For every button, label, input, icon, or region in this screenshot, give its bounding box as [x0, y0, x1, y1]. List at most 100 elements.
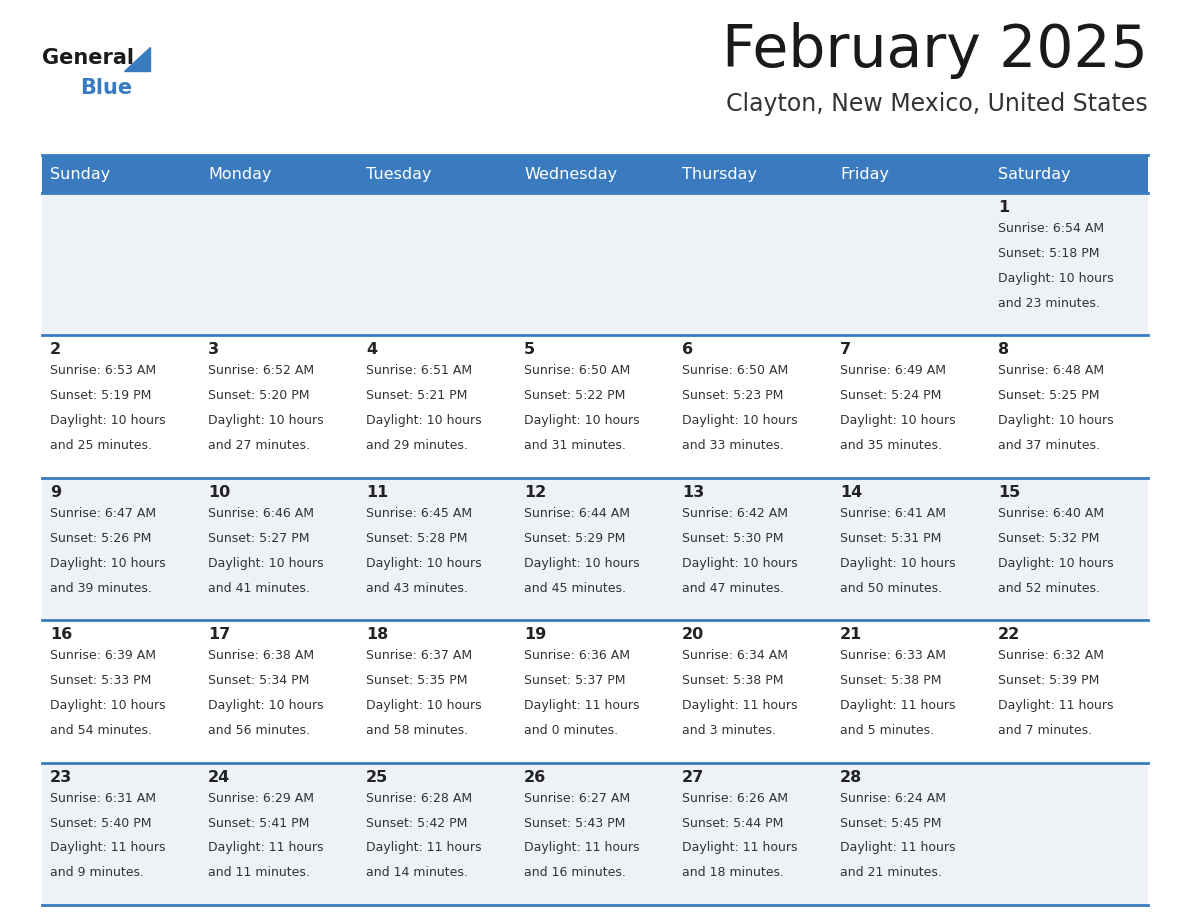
- Bar: [358, 155, 516, 193]
- Text: 6: 6: [682, 342, 693, 357]
- Text: Sunset: 5:43 PM: Sunset: 5:43 PM: [524, 816, 625, 830]
- Text: Sunset: 5:23 PM: Sunset: 5:23 PM: [682, 389, 783, 402]
- Text: and 11 minutes.: and 11 minutes.: [208, 867, 310, 879]
- Text: Sunset: 5:33 PM: Sunset: 5:33 PM: [50, 674, 151, 687]
- Text: 23: 23: [50, 769, 72, 785]
- Text: 11: 11: [366, 485, 388, 499]
- Text: Daylight: 10 hours: Daylight: 10 hours: [208, 699, 323, 712]
- Text: Daylight: 11 hours: Daylight: 11 hours: [524, 699, 639, 712]
- Text: Sunrise: 6:54 AM: Sunrise: 6:54 AM: [998, 222, 1104, 235]
- Bar: [674, 621, 832, 763]
- Bar: [200, 193, 358, 335]
- Text: and 27 minutes.: and 27 minutes.: [208, 439, 310, 453]
- Bar: [358, 193, 516, 335]
- Bar: [358, 621, 516, 763]
- Text: Sunrise: 6:37 AM: Sunrise: 6:37 AM: [366, 649, 472, 662]
- Text: Monday: Monday: [208, 166, 272, 182]
- Text: 14: 14: [840, 485, 862, 499]
- Text: and 41 minutes.: and 41 minutes.: [208, 582, 310, 595]
- Text: 2: 2: [50, 342, 61, 357]
- Bar: [832, 335, 990, 477]
- Bar: [674, 155, 832, 193]
- Text: Sunrise: 6:27 AM: Sunrise: 6:27 AM: [524, 791, 630, 804]
- Text: 7: 7: [840, 342, 851, 357]
- Text: and 56 minutes.: and 56 minutes.: [208, 724, 310, 737]
- Text: Sunset: 5:20 PM: Sunset: 5:20 PM: [208, 389, 310, 402]
- Text: Sunrise: 6:51 AM: Sunrise: 6:51 AM: [366, 364, 472, 377]
- Text: Daylight: 11 hours: Daylight: 11 hours: [524, 842, 639, 855]
- Text: Sunset: 5:39 PM: Sunset: 5:39 PM: [998, 674, 1099, 687]
- Bar: [990, 335, 1148, 477]
- Text: 24: 24: [208, 769, 230, 785]
- Text: and 45 minutes.: and 45 minutes.: [524, 582, 626, 595]
- Text: and 18 minutes.: and 18 minutes.: [682, 867, 784, 879]
- Text: Sunset: 5:18 PM: Sunset: 5:18 PM: [998, 247, 1100, 260]
- Text: Daylight: 10 hours: Daylight: 10 hours: [682, 556, 797, 570]
- Text: 12: 12: [524, 485, 546, 499]
- Text: Sunrise: 6:33 AM: Sunrise: 6:33 AM: [840, 649, 946, 662]
- Text: and 50 minutes.: and 50 minutes.: [840, 582, 942, 595]
- Text: General: General: [42, 48, 134, 68]
- Text: and 5 minutes.: and 5 minutes.: [840, 724, 934, 737]
- Text: Sunset: 5:28 PM: Sunset: 5:28 PM: [366, 532, 468, 544]
- Text: Daylight: 11 hours: Daylight: 11 hours: [682, 842, 797, 855]
- Text: Daylight: 11 hours: Daylight: 11 hours: [682, 699, 797, 712]
- Text: Sunset: 5:34 PM: Sunset: 5:34 PM: [208, 674, 309, 687]
- Text: Daylight: 10 hours: Daylight: 10 hours: [50, 699, 165, 712]
- Text: 13: 13: [682, 485, 704, 499]
- Bar: [990, 193, 1148, 335]
- Text: Daylight: 11 hours: Daylight: 11 hours: [50, 842, 165, 855]
- Text: Sunset: 5:30 PM: Sunset: 5:30 PM: [682, 532, 784, 544]
- Text: Sunrise: 6:49 AM: Sunrise: 6:49 AM: [840, 364, 946, 377]
- Text: Sunrise: 6:26 AM: Sunrise: 6:26 AM: [682, 791, 788, 804]
- Text: Daylight: 10 hours: Daylight: 10 hours: [50, 556, 165, 570]
- Text: Daylight: 10 hours: Daylight: 10 hours: [998, 414, 1113, 427]
- Text: 28: 28: [840, 769, 862, 785]
- Text: Sunrise: 6:38 AM: Sunrise: 6:38 AM: [208, 649, 314, 662]
- Text: 27: 27: [682, 769, 704, 785]
- Text: Sunset: 5:24 PM: Sunset: 5:24 PM: [840, 389, 941, 402]
- Text: and 3 minutes.: and 3 minutes.: [682, 724, 776, 737]
- Bar: [200, 155, 358, 193]
- Text: Saturday: Saturday: [998, 166, 1070, 182]
- Bar: [42, 335, 200, 477]
- Text: and 16 minutes.: and 16 minutes.: [524, 867, 626, 879]
- Text: Tuesday: Tuesday: [366, 166, 431, 182]
- Bar: [42, 621, 200, 763]
- Text: 26: 26: [524, 769, 546, 785]
- Text: and 14 minutes.: and 14 minutes.: [366, 867, 468, 879]
- Bar: [990, 763, 1148, 905]
- Bar: [516, 477, 674, 621]
- Text: Sunrise: 6:36 AM: Sunrise: 6:36 AM: [524, 649, 630, 662]
- Text: Sunset: 5:19 PM: Sunset: 5:19 PM: [50, 389, 151, 402]
- Text: Sunset: 5:32 PM: Sunset: 5:32 PM: [998, 532, 1099, 544]
- Text: 21: 21: [840, 627, 862, 643]
- Text: Blue: Blue: [80, 78, 132, 98]
- Text: Sunrise: 6:50 AM: Sunrise: 6:50 AM: [682, 364, 789, 377]
- Text: Sunrise: 6:52 AM: Sunrise: 6:52 AM: [208, 364, 314, 377]
- Text: Daylight: 10 hours: Daylight: 10 hours: [366, 556, 481, 570]
- Text: Daylight: 10 hours: Daylight: 10 hours: [998, 556, 1113, 570]
- Bar: [42, 763, 200, 905]
- Text: 15: 15: [998, 485, 1020, 499]
- Text: Sunset: 5:40 PM: Sunset: 5:40 PM: [50, 816, 152, 830]
- Bar: [42, 477, 200, 621]
- Text: and 37 minutes.: and 37 minutes.: [998, 439, 1100, 453]
- Bar: [990, 477, 1148, 621]
- Text: and 39 minutes.: and 39 minutes.: [50, 582, 152, 595]
- Text: Daylight: 11 hours: Daylight: 11 hours: [208, 842, 323, 855]
- Text: Sunset: 5:35 PM: Sunset: 5:35 PM: [366, 674, 468, 687]
- Bar: [358, 335, 516, 477]
- Text: Daylight: 10 hours: Daylight: 10 hours: [366, 699, 481, 712]
- Text: Sunset: 5:31 PM: Sunset: 5:31 PM: [840, 532, 941, 544]
- Text: 22: 22: [998, 627, 1020, 643]
- Bar: [516, 155, 674, 193]
- Text: Sunset: 5:44 PM: Sunset: 5:44 PM: [682, 816, 783, 830]
- Bar: [200, 477, 358, 621]
- Text: Sunrise: 6:47 AM: Sunrise: 6:47 AM: [50, 507, 156, 520]
- Text: Sunrise: 6:34 AM: Sunrise: 6:34 AM: [682, 649, 788, 662]
- Text: and 29 minutes.: and 29 minutes.: [366, 439, 468, 453]
- Text: Daylight: 11 hours: Daylight: 11 hours: [840, 699, 955, 712]
- Bar: [358, 763, 516, 905]
- Text: Daylight: 10 hours: Daylight: 10 hours: [366, 414, 481, 427]
